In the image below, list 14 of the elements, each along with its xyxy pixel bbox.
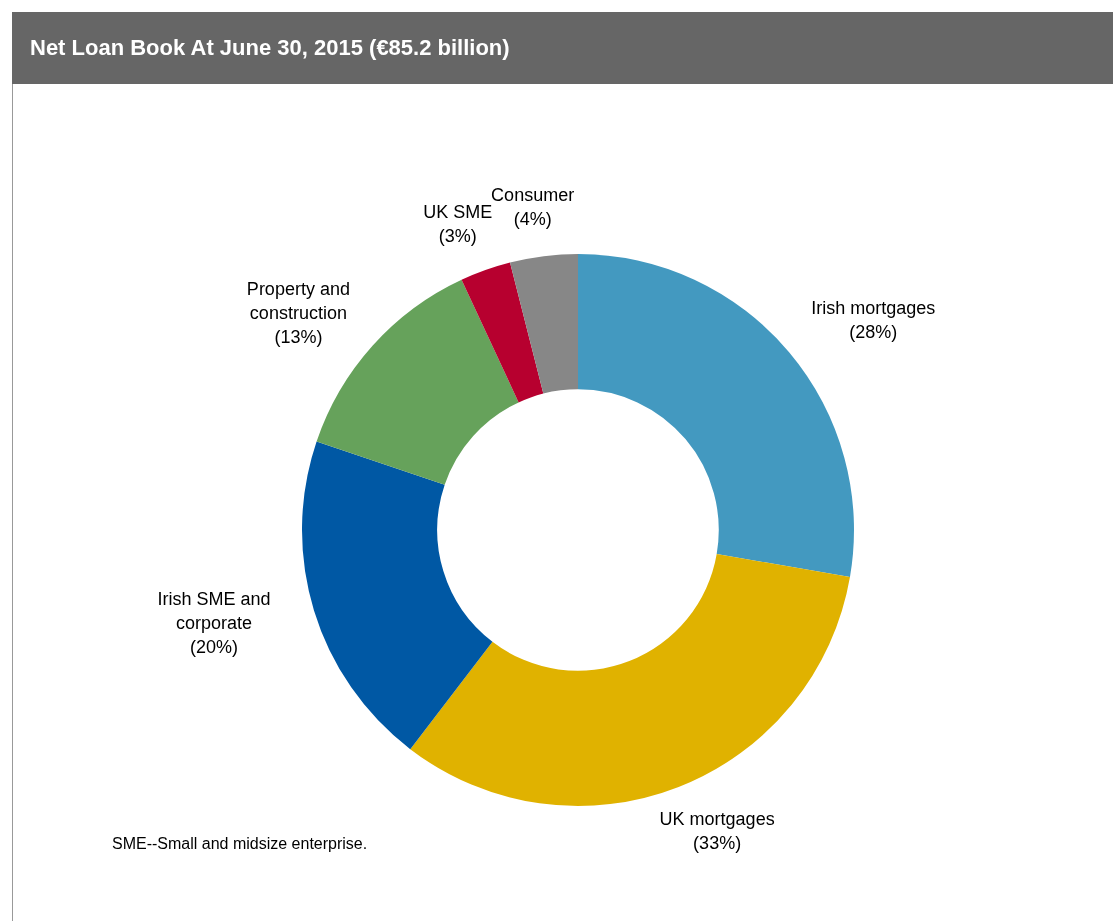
text: SME--Small and midsize enterprise. (112, 835, 368, 853)
slice-label: UK SME (423, 201, 493, 222)
slice-label: Property and construction (246, 278, 350, 323)
slice-label: Irish mortgages (811, 298, 936, 319)
data-label: (28%) (849, 322, 898, 343)
slice-label: Irish SME and corporate (157, 589, 271, 634)
data-label: (33%) (693, 832, 742, 853)
data-label: (3%) (438, 225, 477, 246)
slice-label: Consumer (491, 185, 575, 206)
data-label: (20%) (189, 637, 238, 658)
data-label: (13%) (274, 326, 323, 347)
data-label: (4%) (513, 209, 552, 230)
chart-title: Net Loan Book At June 30, 2015 (€85.2 billion) (12, 12, 1113, 84)
slice-label: UK mortgages (659, 808, 775, 829)
